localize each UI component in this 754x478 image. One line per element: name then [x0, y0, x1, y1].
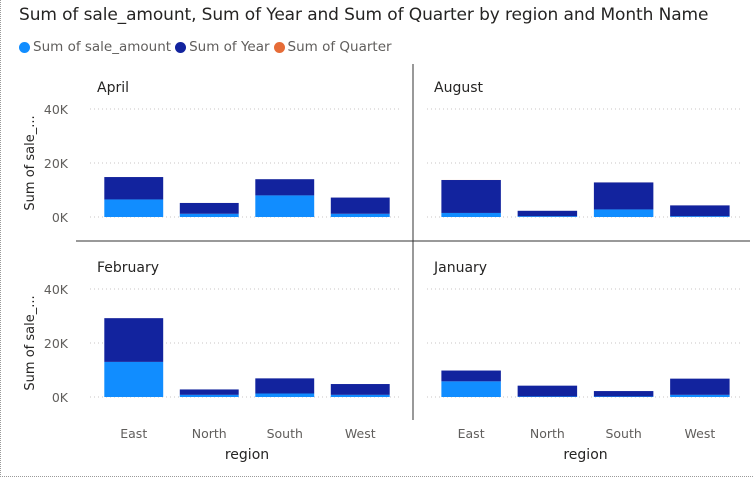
legend-item-quarter[interactable]: Sum of Quarter [273, 39, 392, 55]
legend: Sum of sale_amount Sum of Year Sum of Qu… [19, 38, 396, 56]
bar-sum-of-sale-amount-north [179, 213, 239, 217]
legend-item-year[interactable]: Sum of Year [175, 39, 270, 55]
bar-sum-of-sale-amount-west [330, 394, 390, 397]
bar-sum-of-year-south [255, 378, 315, 394]
bar-sum-of-year-west [330, 197, 390, 214]
chart-title: Sum of sale_amount, Sum of Year and Sum … [19, 5, 709, 25]
bar-sum-of-sale-amount-south [593, 396, 654, 397]
bar-sum-of-sale-amount-north [517, 396, 578, 397]
panel-title: August [434, 80, 484, 96]
panel-title: April [97, 80, 129, 96]
bar-sum-of-year-south [593, 391, 654, 397]
x-axis-title: region [563, 447, 607, 463]
x-tick-label: South [267, 426, 303, 441]
x-tick-label: East [458, 426, 485, 441]
bar-sum-of-year-west [670, 378, 730, 395]
y-tick-label: 20K [44, 156, 69, 171]
panel-title: January [433, 260, 487, 276]
x-axis-title: region [225, 447, 269, 463]
bar-sum-of-sale-amount-west [670, 216, 730, 217]
bar-sum-of-sale-amount-east [441, 381, 501, 397]
bar-sum-of-sale-amount-west [670, 394, 730, 397]
bar-sum-of-sale-amount-east [441, 212, 501, 217]
legend-label: Sum of Quarter [287, 39, 392, 55]
bar-sum-of-year-east [104, 318, 164, 362]
bar-sum-of-year-east [441, 180, 501, 213]
y-tick-label: 0K [52, 210, 69, 225]
y-axis-title: Sum of sale_... [23, 115, 38, 210]
bar-sum-of-sale-amount-east [104, 199, 164, 217]
x-tick-label: North [530, 426, 565, 441]
bar-sum-of-year-south [255, 179, 315, 196]
bar-sum-of-year-north [179, 389, 239, 395]
bar-sum-of-sale-amount-south [255, 195, 315, 217]
bar-sum-of-year-north [517, 385, 578, 397]
y-tick-label: 40K [44, 282, 69, 297]
bar-sum-of-sale-amount-north [517, 216, 578, 217]
bar-sum-of-sale-amount-west [330, 213, 390, 217]
x-tick-label: South [605, 426, 641, 441]
y-tick-label: 40K [44, 102, 69, 117]
bar-sum-of-year-north [517, 210, 578, 217]
panel-title: February [97, 260, 159, 276]
bar-sum-of-sale-amount-east [104, 361, 164, 397]
bar-sum-of-year-east [104, 177, 164, 200]
legend-label: Sum of sale_amount [33, 39, 172, 55]
y-tick-label: 0K [52, 390, 69, 405]
legend-label: Sum of Year [189, 39, 270, 55]
bar-sum-of-sale-amount-north [179, 394, 239, 397]
bar-sum-of-year-west [330, 384, 390, 395]
legend-marker [175, 41, 187, 53]
bar-sum-of-year-east [441, 370, 501, 382]
x-tick-label: West [685, 426, 716, 441]
legend-item-sale-amount[interactable]: Sum of sale_amount [19, 39, 171, 55]
x-tick-label: East [120, 426, 147, 441]
bar-sum-of-year-west [670, 205, 730, 217]
bar-sum-of-sale-amount-south [593, 209, 654, 217]
legend-marker [273, 41, 285, 53]
y-axis-title: Sum of sale_... [23, 295, 38, 390]
bar-sum-of-sale-amount-south [255, 393, 315, 397]
y-tick-label: 20K [44, 336, 69, 351]
x-tick-label: North [192, 426, 227, 441]
x-tick-label: West [345, 426, 376, 441]
legend-marker [19, 41, 30, 53]
bar-sum-of-year-south [593, 182, 654, 210]
bar-sum-of-year-north [179, 202, 239, 214]
